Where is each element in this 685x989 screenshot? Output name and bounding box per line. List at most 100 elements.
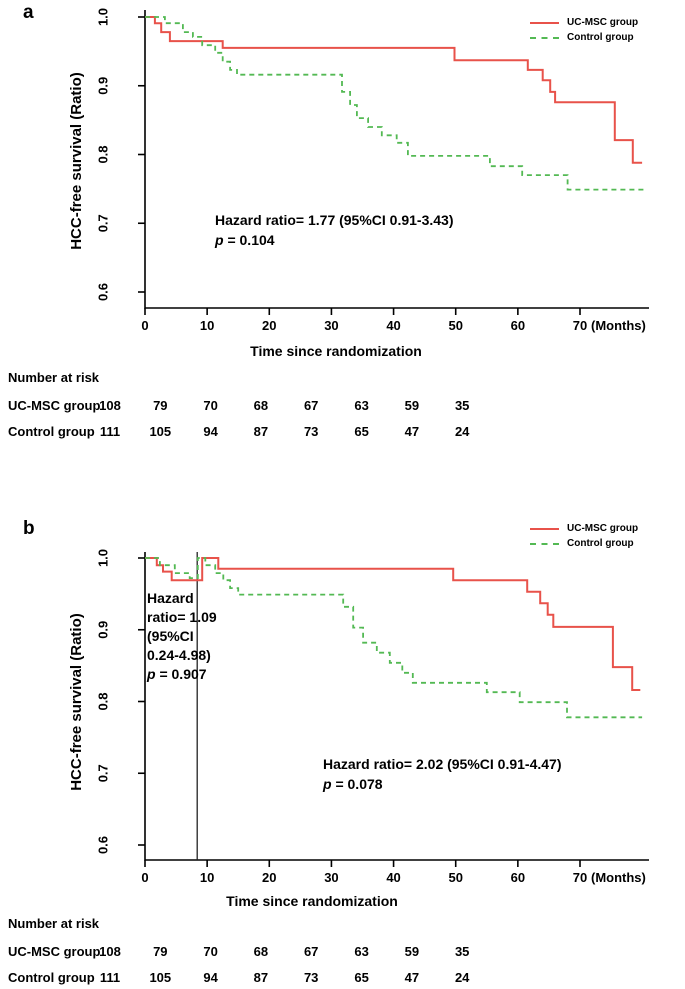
risk-count: 105 <box>149 424 172 439</box>
y-axis-title-a: HCC-free survival (Ratio) <box>68 72 85 250</box>
risk-count: 35 <box>454 944 470 959</box>
risk-count: 47 <box>404 970 420 985</box>
x-tick-label: 30 <box>324 870 338 885</box>
legend-label: UC-MSC group <box>567 17 639 28</box>
x-tick-label: 0 <box>141 870 148 885</box>
x-tick-label: 60 <box>511 318 525 333</box>
risk-count: 79 <box>153 944 168 959</box>
risk-count: 94 <box>203 424 218 439</box>
hazard-ratio-text: (95%CI <box>147 628 194 644</box>
y-tick-label: 0.9 <box>96 77 111 95</box>
hazard-ratio-text: Hazard <box>147 590 194 606</box>
legend-b: UC-MSC group Control group <box>530 521 638 551</box>
y-tick-label: 0.6 <box>96 283 111 301</box>
risk-count: 79 <box>153 398 168 413</box>
legend-a: UC-MSC group Control group <box>530 15 638 45</box>
hazard-ratio-text: Hazard ratio= 2.02 (95%CI 0.91-4.47) <box>323 756 562 772</box>
ucmsc-line-swatch <box>530 527 559 530</box>
risk-count: 24 <box>454 424 470 439</box>
panel-a-label: a <box>23 2 34 23</box>
x-tick-label: 10 <box>200 870 214 885</box>
x-axis-title-b: Time since randomization <box>226 893 398 909</box>
y-tick-label: 0.7 <box>96 214 111 232</box>
survival-curve-ucmsc <box>145 16 643 164</box>
months-unit-label: (Months) <box>591 870 646 885</box>
risk-count: 87 <box>253 970 269 985</box>
legend-item-ucmsc: UC-MSC group <box>530 15 638 30</box>
x-tick-label: 40 <box>386 870 400 885</box>
risk-count: 65 <box>354 424 369 439</box>
risk-count: 87 <box>253 424 269 439</box>
y-tick-label: 0.7 <box>96 764 111 782</box>
p-value-text: p = 0.907 <box>147 666 207 682</box>
risk-table-b: Number at risk UC-MSC group 108 79 70 68 67 63 5… <box>0 916 685 988</box>
y-tick-label: 1.0 <box>96 549 111 567</box>
legend-item-control: Control group <box>530 30 638 45</box>
risk-count: 65 <box>354 970 369 985</box>
legend-label: UC-MSC group <box>567 523 639 534</box>
hazard-ratio-text: Hazard ratio= 1.77 (95%CI 0.91-3.43) <box>215 212 454 228</box>
risk-count: 108 <box>99 944 121 959</box>
panel-b-label: b <box>23 518 35 539</box>
hazard-ratio-annotation-b: Hazard ratio= 2.02 (95%CI 0.91-4.47) p =… <box>323 754 562 794</box>
axis-lines <box>144 10 649 309</box>
x-tick-label: 50 <box>448 870 462 885</box>
x-tick-label: 70 <box>573 870 587 885</box>
risk-count: 67 <box>303 398 319 413</box>
survival-curve-control <box>145 16 646 191</box>
x-tick-label: 60 <box>511 870 525 885</box>
risk-count: 111 <box>99 970 121 985</box>
x-tick-label: 20 <box>262 318 276 333</box>
risk-count: 70 <box>203 398 218 413</box>
axis-lines <box>144 552 649 861</box>
legend-label: Control group <box>567 32 634 43</box>
y-tick-label: 0.8 <box>96 692 111 710</box>
x-tick-label: 30 <box>324 318 338 333</box>
control-line-swatch <box>530 36 559 39</box>
risk-count: 94 <box>203 970 218 985</box>
hazard-ratio-annotation-a: Hazard ratio= 1.77 (95%CI 0.91-3.43) p =… <box>215 210 454 250</box>
hazard-ratio-text: ratio= 1.09 <box>147 609 217 625</box>
risk-count: 63 <box>354 944 369 959</box>
risk-table-a: Number at risk UC-MSC group 108 79 70 68 67 63 5… <box>0 370 685 442</box>
risk-table-title: Number at risk <box>8 370 100 385</box>
x-tick-label: 70 <box>573 318 587 333</box>
risk-row-label: Control group <box>8 970 95 985</box>
risk-count: 59 <box>404 944 420 959</box>
hazard-ratio-annotation-b-landmark: Hazard ratio= 1.09 (95%CI 0.24-4.98) p =… <box>147 589 217 684</box>
x-tick-label: 0 <box>141 318 148 333</box>
x-tick-label: 50 <box>448 318 462 333</box>
risk-count: 105 <box>149 970 172 985</box>
risk-row-label: UC-MSC group <box>8 398 101 413</box>
legend-label: Control group <box>567 538 634 549</box>
risk-count: 35 <box>454 398 470 413</box>
ucmsc-line-swatch <box>530 21 559 24</box>
risk-count: 108 <box>99 398 121 413</box>
hazard-ratio-text: 0.24-4.98) <box>147 647 211 663</box>
risk-count: 67 <box>303 944 319 959</box>
risk-count: 73 <box>303 970 319 985</box>
survival-curve-control <box>145 557 643 719</box>
x-tick-label: 40 <box>386 318 400 333</box>
risk-count: 73 <box>303 424 319 439</box>
risk-count: 68 <box>253 944 269 959</box>
months-unit-label: (Months) <box>591 318 646 333</box>
x-tick-label: 20 <box>262 870 276 885</box>
risk-count: 68 <box>253 398 269 413</box>
x-axis-title-a: Time since randomization <box>250 343 422 359</box>
legend-item-ucmsc: UC-MSC group <box>530 521 638 536</box>
risk-count: 63 <box>354 398 369 413</box>
x-tick-label: 10 <box>200 318 214 333</box>
risk-count: 47 <box>404 424 420 439</box>
y-tick-label: 1.0 <box>96 8 111 26</box>
survival-curve-ucmsc <box>145 557 641 691</box>
y-tick-label: 0.9 <box>96 621 111 639</box>
y-axis-title-b: HCC-free survival (Ratio) <box>68 613 85 791</box>
risk-count: 59 <box>404 398 420 413</box>
control-line-swatch <box>530 542 559 545</box>
risk-count: 24 <box>454 970 470 985</box>
risk-count: 111 <box>99 424 121 439</box>
p-value-text: p = 0.104 <box>215 232 275 248</box>
